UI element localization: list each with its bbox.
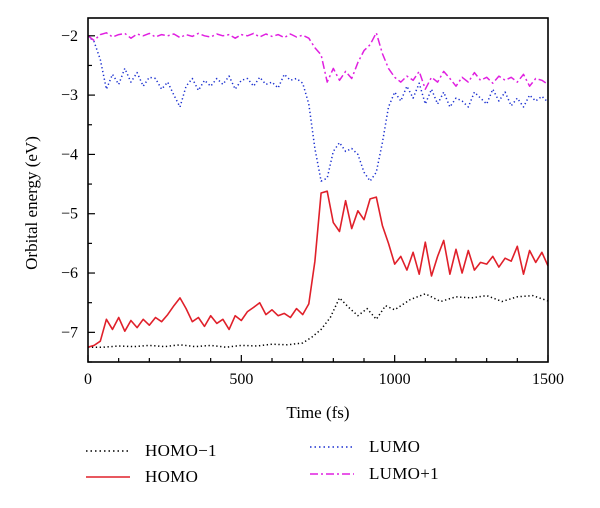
series-line-lumo-1 [87,32,549,90]
y-axis-label: Orbital energy (eV) [22,136,41,270]
x-tick-label: 500 [229,371,253,388]
series-line-homo-1 [88,293,549,348]
y-tick-label: −4 [61,146,78,163]
y-tick-label: −2 [61,28,78,45]
axis-ticks: 0 500 1000 1500 −7 −6 −5 −4 −3 −2 [61,28,564,388]
y-tick-label: −6 [61,265,78,282]
x-tick-label: 1500 [532,371,564,388]
series-line-homo [87,190,549,348]
plot-frame [87,17,549,363]
series-lines [87,32,549,348]
y-tick-label: −7 [61,324,78,341]
x-axis-label: Time (fs) [286,403,349,422]
series-line-lumo [87,35,549,182]
y-tick-label: −3 [61,87,78,104]
x-tick-label: 0 [84,371,92,388]
y-tick-label: −5 [61,206,78,223]
x-tick-label: 1000 [379,371,411,388]
